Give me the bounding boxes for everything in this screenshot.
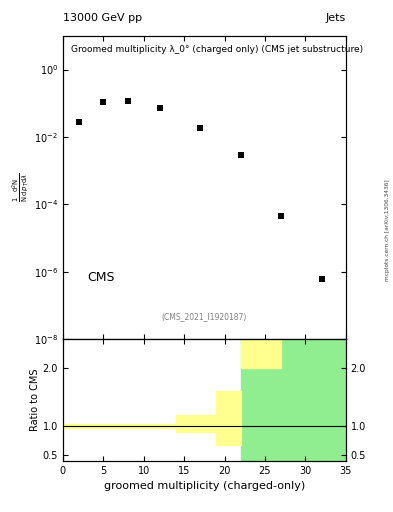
Y-axis label: $\frac{1}{\mathrm{N}}\frac{\mathrm{d}^2\mathrm{N}}{\mathrm{d}\,p_{\mathrm{T}}\ma: $\frac{1}{\mathrm{N}}\frac{\mathrm{d}^2\… — [10, 173, 31, 202]
Bar — [176, 415, 217, 432]
Text: Groomed multiplicity λ_0° (charged only) (CMS jet substructure): Groomed multiplicity λ_0° (charged only)… — [72, 45, 364, 54]
Bar — [241, 339, 346, 461]
Bar — [241, 339, 281, 368]
Bar — [63, 424, 176, 428]
Point — [157, 103, 163, 112]
Point — [238, 151, 244, 159]
Point — [197, 124, 204, 133]
Text: mcplots.cern.ch [arXiv:1306.3436]: mcplots.cern.ch [arXiv:1306.3436] — [385, 180, 390, 281]
X-axis label: groomed multiplicity (charged-only): groomed multiplicity (charged-only) — [104, 481, 305, 491]
Text: Jets: Jets — [325, 13, 346, 23]
Bar — [217, 391, 241, 444]
Y-axis label: Ratio to CMS: Ratio to CMS — [30, 369, 40, 431]
Text: (CMS_2021_I1920187): (CMS_2021_I1920187) — [162, 312, 247, 321]
Text: CMS: CMS — [87, 271, 115, 284]
Text: 13000 GeV pp: 13000 GeV pp — [63, 13, 142, 23]
Point — [278, 212, 284, 220]
Point — [76, 118, 82, 126]
Point — [100, 98, 107, 106]
Point — [125, 97, 131, 105]
Point — [318, 275, 325, 284]
